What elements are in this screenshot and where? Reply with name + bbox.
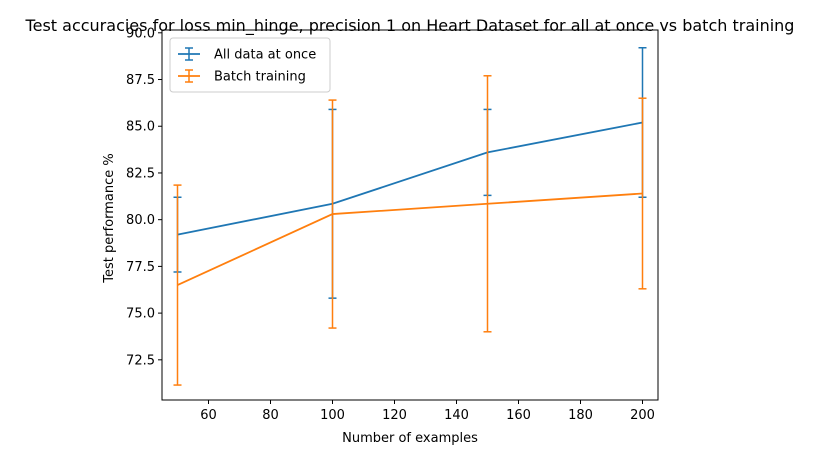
y-tick-label: 75.0 — [126, 307, 155, 322]
series-line — [177, 121, 643, 236]
x-tick-label: 60 — [200, 408, 217, 423]
plot-area — [161, 29, 659, 401]
axes-frame — [161, 29, 659, 401]
x-tick-label: 160 — [506, 408, 531, 423]
x-tick-label: 80 — [262, 408, 279, 423]
legend-entry: All data at once — [178, 47, 316, 63]
y-tick-label: 90.0 — [126, 26, 155, 41]
legend-entry: Batch training — [178, 69, 306, 85]
x-axis: 60 80 100 120 140 160 180 200 — [200, 400, 655, 423]
x-axis-label: Number of examples — [342, 431, 478, 446]
series-layer — [173, 47, 647, 386]
y-axis-label: Test performance % — [102, 153, 117, 283]
x-tick-label: 200 — [630, 408, 655, 423]
y-tick-label: 72.5 — [126, 353, 155, 368]
y-tick-label: 80.0 — [126, 213, 155, 228]
legend: All data at once Batch training — [169, 37, 331, 93]
legend-label: Batch training — [214, 70, 306, 85]
series-line — [177, 192, 643, 286]
y-tick-label: 82.5 — [126, 166, 155, 181]
x-tick-label: 140 — [444, 408, 469, 423]
y-tick-label: 85.0 — [126, 120, 155, 135]
series-2 — [173, 75, 647, 386]
legend-box — [169, 37, 331, 93]
y-axis: 72.5 75.0 77.5 80.0 82.5 85.0 87.5 90.0 — [126, 26, 162, 368]
y-tick-label: 87.5 — [126, 73, 155, 88]
chart-title: Test accuracies for loss min_hinge, prec… — [25, 16, 795, 36]
legend-label: All data at once — [214, 48, 316, 63]
y-tick-label: 77.5 — [126, 260, 155, 275]
x-tick-label: 120 — [382, 408, 407, 423]
x-tick-label: 180 — [568, 408, 593, 423]
x-tick-label: 100 — [320, 408, 345, 423]
